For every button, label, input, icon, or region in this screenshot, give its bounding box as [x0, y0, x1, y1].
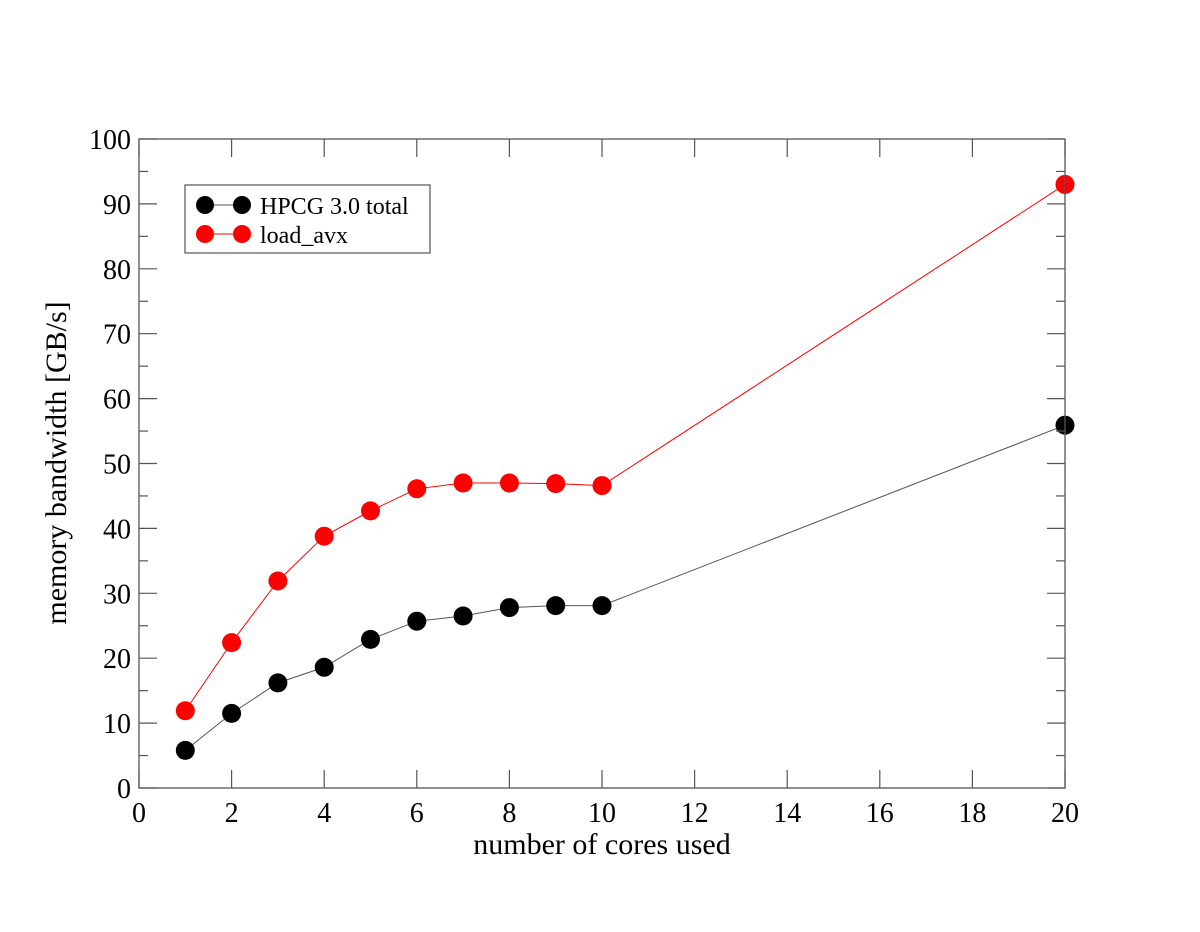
data-point-hpcg-3-0-total	[453, 606, 473, 626]
x-tick-label: 6	[410, 798, 424, 829]
x-tick-label: 20	[1051, 798, 1079, 829]
plot-marks	[175, 174, 1075, 760]
x-tick-label: 2	[225, 798, 239, 829]
x-tick-label: 10	[588, 798, 616, 829]
legend-marker-load-avx	[233, 225, 251, 243]
y-axis-label: memory bandwidth [GB/s]	[40, 301, 73, 624]
x-tick-label: 16	[866, 798, 894, 829]
legend-label-load-avx: load_avx	[260, 223, 348, 249]
x-tick-label: 4	[317, 798, 331, 829]
legend-marker-load-avx	[196, 225, 214, 243]
x-tick-label: 12	[681, 798, 709, 829]
y-tick-label: 40	[103, 514, 131, 545]
data-point-load-avx	[314, 526, 334, 546]
x-axis-label: number of cores used	[473, 828, 730, 861]
data-point-load-avx	[407, 479, 427, 499]
x-tick-label: 8	[502, 798, 516, 829]
x-tick-label: 14	[773, 798, 801, 829]
legend-label-hpcg: HPCG 3.0 total	[260, 194, 409, 220]
series-line-load-avx	[184, 184, 1066, 712]
legend: HPCG 3.0 total load_avx	[184, 184, 431, 254]
data-point-load-avx	[453, 473, 473, 493]
y-tick-label: 90	[103, 190, 131, 221]
data-point-load-avx	[175, 701, 195, 721]
data-point-hpcg-3-0-total	[546, 596, 566, 616]
data-point-load-avx	[499, 473, 519, 493]
y-tick-label: 80	[103, 255, 131, 286]
x-tick-label: 0	[132, 798, 146, 829]
legend-marker-hpcg	[196, 196, 214, 214]
y-tick-label: 70	[103, 320, 131, 351]
data-point-hpcg-3-0-total	[268, 673, 288, 693]
data-point-hpcg-3-0-total	[592, 596, 612, 616]
data-point-load-avx	[222, 633, 242, 653]
legend-marker-hpcg	[233, 196, 251, 214]
y-tick-label: 60	[103, 385, 131, 416]
data-point-hpcg-3-0-total	[499, 598, 519, 618]
y-tick-label: 20	[103, 644, 131, 675]
data-point-hpcg-3-0-total	[222, 703, 242, 723]
data-point-hpcg-3-0-total	[361, 629, 380, 649]
data-point-load-avx	[268, 571, 288, 591]
data-point-load-avx	[361, 501, 380, 521]
legend-box	[184, 184, 431, 254]
data-point-hpcg-3-0-total	[407, 611, 427, 631]
series-line-hpcg-3-0-total	[184, 424, 1066, 751]
y-tick-label: 100	[89, 125, 131, 156]
y-tick-label: 50	[103, 450, 131, 481]
data-point-hpcg-3-0-total	[314, 657, 334, 677]
x-tick-label: 18	[958, 798, 986, 829]
axis-ticks: 0 2 4 6 8 10 12 14 16 18 20 0 10 20 30 40 50 60 70 80 90 100	[89, 125, 1079, 829]
data-point-load-avx	[592, 476, 612, 496]
y-tick-label: 10	[103, 709, 131, 740]
y-tick-label: 0	[117, 774, 131, 805]
data-point-hpcg-3-0-total	[175, 740, 195, 760]
y-tick-label: 30	[103, 579, 131, 610]
data-point-load-avx	[546, 474, 566, 494]
